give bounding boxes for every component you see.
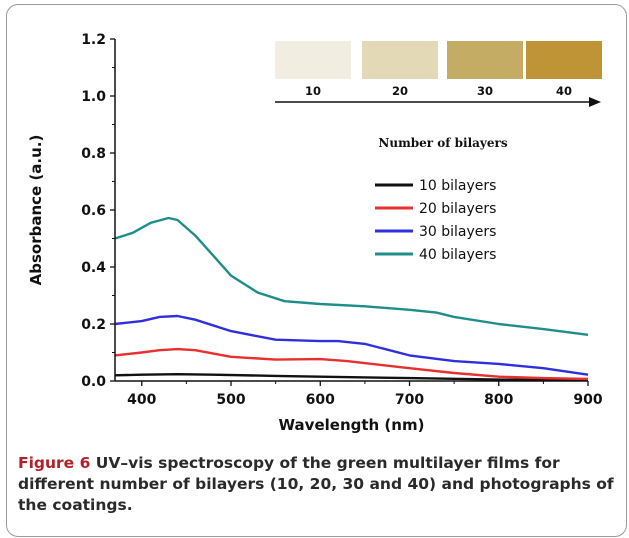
legend-label-3: 30 bilayers bbox=[419, 224, 496, 240]
y-tick-label: 0.0 bbox=[81, 374, 106, 390]
y-tick-label: 0.8 bbox=[81, 146, 106, 162]
x-tick-label: 800 bbox=[484, 392, 513, 408]
x-tick-label: 700 bbox=[395, 392, 424, 408]
series-line-3 bbox=[114, 314, 589, 376]
coating-label-4: 40 bbox=[556, 84, 572, 98]
y-tick-label: 1.0 bbox=[81, 89, 106, 105]
x-axis-title: Wavelength (nm) bbox=[279, 416, 425, 434]
caption-text: UV–vis spectroscopy of the green multila… bbox=[18, 454, 614, 514]
inset-axis-label: Number of bilayers bbox=[378, 136, 507, 150]
coating-label-2: 20 bbox=[392, 84, 408, 98]
series-line-4 bbox=[114, 216, 589, 336]
x-tick-label: 400 bbox=[127, 392, 156, 408]
coating-photo-1 bbox=[275, 41, 351, 79]
y-tick-label: 0.6 bbox=[81, 203, 106, 219]
x-tick-label: 500 bbox=[216, 392, 245, 408]
x-tick-label: 600 bbox=[306, 392, 335, 408]
coating-photo-4 bbox=[526, 41, 602, 79]
y-axis-title: Absorbance (a.u.) bbox=[27, 135, 45, 286]
figure-frame: 400 500 600 700 800 900 0.0 0.2 0.4 0.6 0.8 1.0 1.2 … bbox=[6, 4, 627, 537]
legend-label-1: 10 bilayers bbox=[419, 178, 496, 194]
legend-label-2: 20 bilayers bbox=[419, 201, 496, 217]
figure-caption: Figure 6 UV–vis spectroscopy of the gree… bbox=[18, 453, 618, 516]
coating-label-1: 10 bbox=[305, 84, 321, 98]
coating-photo-3 bbox=[447, 41, 523, 79]
arrow-head-icon bbox=[589, 97, 601, 107]
series-layer bbox=[114, 216, 589, 382]
y-tick-label: 0.4 bbox=[81, 260, 106, 276]
series-line-1 bbox=[114, 373, 589, 382]
series-line-2 bbox=[114, 347, 589, 381]
coating-label-3: 30 bbox=[477, 84, 493, 98]
y-tick-label: 0.2 bbox=[81, 317, 106, 333]
axes-layer: 400 500 600 700 800 900 0.0 0.2 0.4 0.6 0.8 1.0 1.2 bbox=[81, 32, 603, 408]
figure-label: Figure 6 bbox=[18, 454, 91, 472]
legend-label-4: 40 bilayers bbox=[419, 247, 496, 263]
photo-inset: 10 20 30 40 Number of bilayers bbox=[275, 41, 602, 150]
coating-photo-2 bbox=[362, 41, 438, 79]
legend: 10 bilayers 20 bilayers 30 bilayers 40 bila… bbox=[375, 178, 496, 263]
y-tick-label: 1.2 bbox=[81, 32, 106, 48]
x-tick-label: 900 bbox=[573, 392, 602, 408]
uv-vis-chart: 400 500 600 700 800 9000.00.20.40.60.81.01.2 … bbox=[27, 32, 603, 434]
